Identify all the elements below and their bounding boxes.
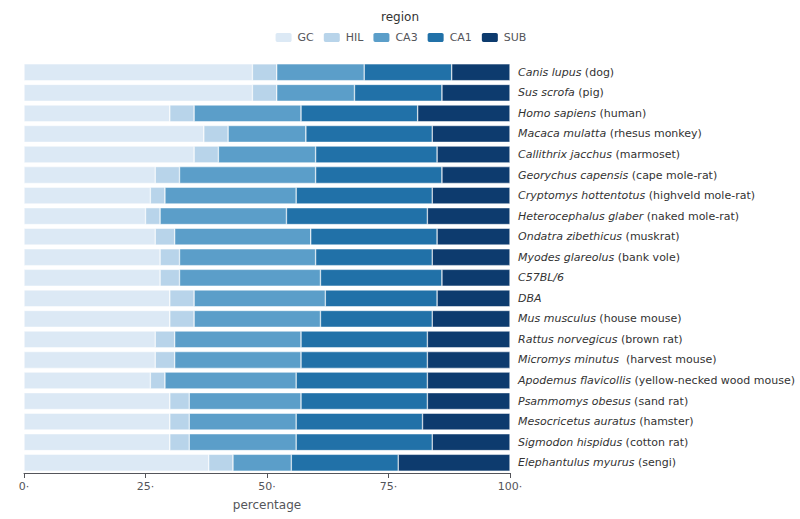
svg-text:C57BL/6: C57BL/6 bbox=[518, 271, 564, 284]
svg-text:Georychus capensis: Georychus capensis bbox=[518, 169, 629, 182]
svg-text:(sand rat): (sand rat) bbox=[631, 395, 689, 408]
svg-text:(cape mole-rat): (cape mole-rat) bbox=[628, 169, 717, 182]
svg-text:Ondatra zibethicus: Ondatra zibethicus bbox=[518, 230, 622, 243]
svg-text:(dog): (dog) bbox=[581, 66, 614, 79]
svg-text:CA3: CA3 bbox=[395, 31, 417, 44]
svg-text:Sigmodon hispidus: Sigmodon hispidus bbox=[518, 436, 622, 449]
svg-text:100·: 100· bbox=[498, 480, 523, 493]
svg-text:Homo sapiens: Homo sapiens bbox=[518, 107, 596, 120]
svg-text:Sus scrofa: Sus scrofa bbox=[518, 86, 575, 99]
svg-text:Psammomys obesus: Psammomys obesus bbox=[518, 395, 631, 408]
svg-text:Myodes glareolus: Myodes glareolus bbox=[518, 251, 615, 264]
svg-text:(marmoset): (marmoset) bbox=[612, 148, 680, 161]
svg-text:(bank vole): (bank vole) bbox=[614, 251, 680, 264]
svg-text:GC: GC bbox=[298, 31, 315, 44]
svg-text:Macaca mulatta: Macaca mulatta bbox=[518, 127, 606, 140]
svg-text:CA1: CA1 bbox=[450, 31, 472, 44]
svg-text:(naked mole-rat): (naked mole-rat) bbox=[643, 210, 739, 223]
svg-text:(hamster): (hamster) bbox=[636, 415, 694, 428]
svg-text:Mesocricetus auratus: Mesocricetus auratus bbox=[518, 415, 636, 428]
svg-text:(brown rat): (brown rat) bbox=[617, 333, 682, 346]
svg-text:Micromys minutus: Micromys minutus bbox=[518, 353, 619, 366]
svg-text:50·: 50· bbox=[258, 480, 276, 493]
svg-text:(human): (human) bbox=[596, 107, 646, 120]
svg-text:(cotton rat): (cotton rat) bbox=[622, 436, 688, 449]
svg-text:DBA: DBA bbox=[518, 292, 542, 305]
svg-text:(harvest mouse): (harvest mouse) bbox=[619, 353, 717, 366]
svg-text:Mus musculus: Mus musculus bbox=[518, 312, 596, 325]
svg-text:25·: 25· bbox=[137, 480, 155, 493]
svg-text:(pig): (pig) bbox=[575, 86, 604, 99]
svg-text:(sengi): (sengi) bbox=[634, 456, 676, 469]
svg-text:region: region bbox=[381, 10, 419, 24]
svg-text:percentage: percentage bbox=[233, 498, 301, 512]
svg-text:Cryptomys hottentotus: Cryptomys hottentotus bbox=[518, 189, 646, 202]
svg-text:Callithrix jacchus: Callithrix jacchus bbox=[518, 148, 612, 161]
svg-text:75·: 75· bbox=[380, 480, 398, 493]
svg-text:Heterocephalus glaber: Heterocephalus glaber bbox=[518, 210, 645, 223]
svg-text:HIL: HIL bbox=[346, 31, 365, 44]
svg-text:(muskrat): (muskrat) bbox=[622, 230, 679, 243]
svg-text:(rhesus monkey): (rhesus monkey) bbox=[606, 127, 702, 140]
svg-text:(yellow-necked wood mouse): (yellow-necked wood mouse) bbox=[631, 374, 795, 387]
svg-text:(house mouse): (house mouse) bbox=[596, 312, 682, 325]
svg-text:(highveld mole-rat): (highveld mole-rat) bbox=[645, 189, 755, 202]
svg-text:Canis lupus: Canis lupus bbox=[518, 66, 582, 79]
svg-text:Rattus norvegicus: Rattus norvegicus bbox=[518, 333, 618, 346]
svg-text:Elephantulus myurus: Elephantulus myurus bbox=[518, 456, 635, 469]
svg-text:0·: 0· bbox=[19, 480, 30, 493]
svg-text:Apodemus flavicollis: Apodemus flavicollis bbox=[517, 374, 631, 387]
svg-text:SUB: SUB bbox=[504, 31, 527, 44]
